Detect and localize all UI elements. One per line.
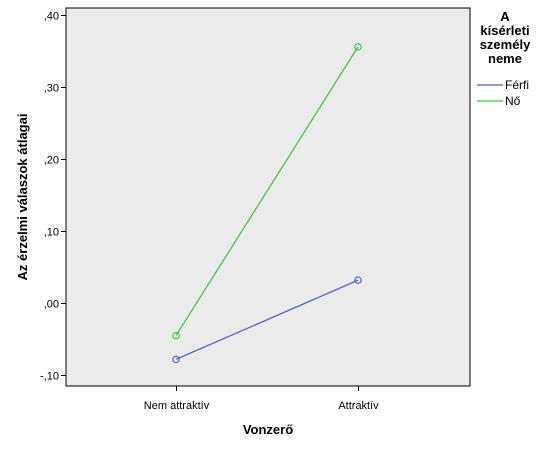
legend-title-line: kísérleti bbox=[480, 23, 529, 38]
y-tick-label: ,30 bbox=[44, 83, 59, 95]
y-tick-label: ,10 bbox=[44, 227, 59, 239]
x-axis: Nem attraktív Attraktív bbox=[144, 386, 379, 412]
x-tick-label: Nem attraktív bbox=[144, 400, 210, 412]
y-tick-label: ,20 bbox=[44, 155, 59, 167]
x-tick-label: Attraktív bbox=[338, 400, 379, 412]
data-point bbox=[172, 331, 180, 340]
y-tick-label: ,40 bbox=[44, 11, 59, 23]
y-axis-title: Az érzelmi válaszok átlagai bbox=[15, 114, 30, 281]
series-line bbox=[175, 279, 359, 360]
data-point bbox=[354, 43, 362, 51]
y-tick-label: ,00 bbox=[44, 299, 59, 311]
x-axis-title: Vonzerő bbox=[243, 422, 293, 437]
plot-area bbox=[65, 7, 471, 387]
y-axis: -,10 ,00 ,10 ,20 ,30 ,40 bbox=[40, 11, 66, 383]
y-tick-label: -,10 bbox=[40, 371, 59, 383]
series-layer bbox=[172, 43, 362, 364]
legend-label: Nő bbox=[505, 94, 521, 108]
legend-label: Férfi bbox=[505, 78, 529, 92]
legend-title-line: neme bbox=[488, 51, 522, 66]
series-line bbox=[175, 46, 359, 336]
data-point bbox=[172, 355, 180, 364]
legend-title-line: személy bbox=[480, 37, 531, 52]
legend-title-line: A bbox=[500, 9, 510, 24]
data-point bbox=[354, 276, 362, 284]
